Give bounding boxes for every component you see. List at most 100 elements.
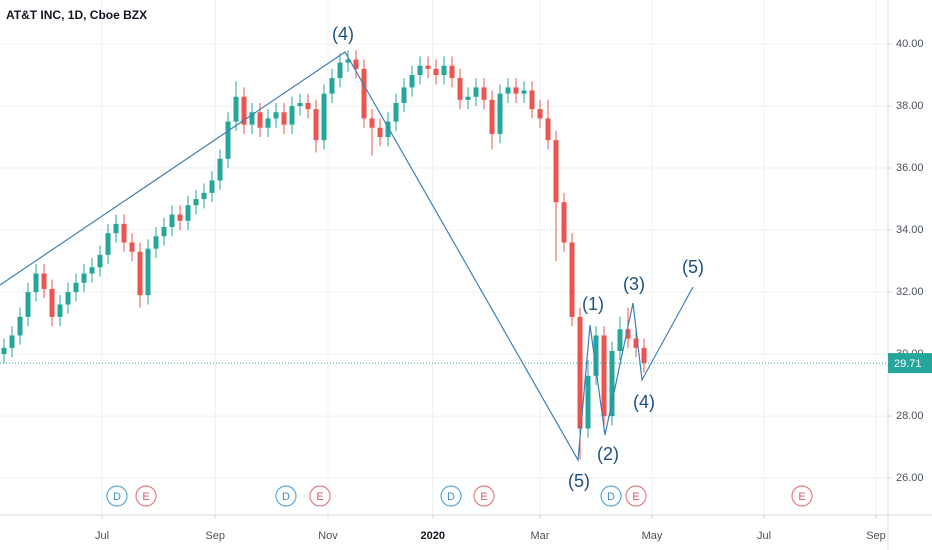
candle-body [177, 214, 183, 221]
candle-body [561, 202, 567, 243]
candle-body [201, 192, 207, 200]
candle-body [361, 68, 367, 119]
candle-body [369, 118, 375, 128]
candle-body [633, 338, 639, 348]
event-marker[interactable] [473, 485, 495, 507]
x-tick-label: Sep [866, 530, 886, 542]
event-marker[interactable] [275, 485, 297, 507]
event-label: D [282, 491, 290, 503]
candle-body [145, 248, 151, 296]
candle-body [529, 90, 535, 110]
wave-label: (3) [623, 274, 645, 294]
candle-body [441, 65, 447, 76]
candle-body [569, 242, 575, 317]
candle-body [129, 242, 135, 252]
x-tick-label: Nov [318, 530, 338, 542]
candle-body [241, 96, 247, 125]
candle-body [313, 109, 319, 141]
candle-body [233, 96, 239, 122]
candle-body [497, 93, 503, 134]
candle-body [17, 316, 23, 336]
candle-body [305, 102, 311, 110]
axes: 26.0028.0030.0032.0034.0036.0038.0040.00… [0, 38, 932, 542]
candle-body [513, 87, 519, 94]
y-tick-label: 28.00 [896, 410, 924, 422]
event-label: E [480, 491, 487, 503]
x-tick-label: Sep [205, 530, 225, 542]
candle-body [49, 288, 55, 317]
candle-body [105, 233, 111, 255]
candle-body [265, 118, 271, 128]
candle-body [25, 292, 31, 317]
candle-body [217, 158, 223, 181]
y-tick-label: 38.00 [896, 100, 924, 112]
event-label: D [607, 491, 615, 503]
event-marker[interactable] [309, 485, 331, 507]
candle-body [41, 273, 47, 289]
candle-body [465, 96, 471, 100]
event-marker[interactable] [600, 485, 622, 507]
candle-body [9, 335, 15, 348]
candle-body [57, 304, 63, 317]
candle-body [625, 329, 631, 339]
x-tick-label: May [642, 530, 663, 542]
event-label: E [142, 491, 149, 503]
candle-body [289, 106, 295, 125]
wave-label: (2) [597, 444, 619, 464]
wave-label: (4) [332, 24, 354, 44]
candle-body [209, 180, 215, 193]
candle-body [249, 112, 255, 125]
candle-body [153, 236, 159, 249]
x-tick-label: Jul [95, 530, 109, 542]
candle-body [601, 335, 607, 417]
last-price-label: 29.71 [894, 358, 922, 370]
candle-body [401, 87, 407, 103]
candle-body [617, 329, 623, 351]
candle-body [161, 226, 167, 237]
candle-body [585, 375, 591, 429]
candle-body [281, 112, 287, 125]
candle-body [65, 292, 71, 305]
y-tick-label: 36.00 [896, 162, 924, 174]
event-label: E [632, 491, 639, 503]
x-tick-label: Mar [531, 530, 550, 542]
event-label: D [447, 491, 455, 503]
event-label: E [316, 491, 323, 503]
event-marker[interactable] [440, 485, 462, 507]
event-marker[interactable] [625, 485, 647, 507]
y-tick-label: 40.00 [896, 38, 924, 50]
candle-body [449, 65, 455, 79]
candle-body [169, 214, 175, 227]
candle-body [113, 223, 119, 234]
candle-body [537, 109, 543, 119]
candle-body [337, 62, 343, 79]
candle-body [321, 93, 327, 141]
wave-label: (4) [633, 392, 655, 412]
wave-label: (5) [682, 257, 704, 277]
events: D E D E D E D E E [106, 485, 813, 507]
y-tick-label: 26.00 [896, 472, 924, 484]
candle-body [553, 140, 559, 203]
candle-body [545, 118, 551, 141]
candle-body [97, 254, 103, 268]
event-label: E [798, 491, 805, 503]
candles [1, 50, 647, 460]
candle-body [225, 121, 231, 159]
chart-title: AT&T INC, 1D, Cboe BZX [6, 8, 147, 22]
candle-body [385, 121, 391, 138]
candle-body [505, 87, 511, 94]
candle-body [1, 347, 7, 355]
candle-body [409, 75, 415, 88]
x-tick-label: Jul [757, 530, 771, 542]
candle-body [33, 273, 39, 293]
candle-body [393, 102, 399, 122]
candle-body [193, 199, 199, 206]
candle-body [185, 205, 191, 221]
event-marker[interactable] [791, 485, 813, 507]
event-marker[interactable] [106, 485, 128, 507]
event-marker[interactable] [135, 485, 157, 507]
grid [0, 0, 888, 515]
y-tick-label: 34.00 [896, 224, 924, 236]
